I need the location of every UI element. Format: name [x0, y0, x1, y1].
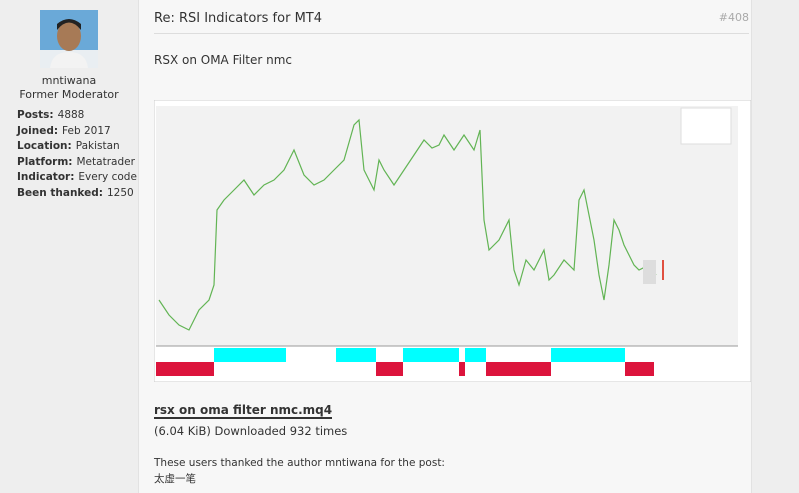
rank: Former Moderator [19, 88, 119, 101]
stat-value: 1250 [106, 186, 134, 199]
stat-value: Metatrader [76, 155, 135, 168]
stat-value: Every code [78, 171, 137, 183]
post: Re: RSI Indicators for MT4 #408 RSX on O… [138, 0, 752, 493]
post-number[interactable]: #408 [718, 11, 749, 24]
stat-label: Platform: [17, 155, 73, 168]
stat-label: Been thanked: [17, 186, 103, 199]
stat-row: Platform: Metatrader [17, 156, 135, 168]
stat-label: Joined: [17, 124, 59, 137]
thanks-text: These users thanked the author mntiwana … [154, 457, 445, 469]
stat-label: Posts: [17, 109, 54, 121]
stat-row: Joined: Feb 2017 [17, 125, 111, 137]
chart-image[interactable] [154, 100, 751, 382]
stat-row: Location: Pakistan [17, 140, 120, 152]
post-body: RSX on OMA Filter nmc [154, 53, 292, 67]
avatar[interactable] [40, 10, 98, 68]
thanks-user[interactable]: 太虚一笔 [154, 473, 196, 485]
attachment-link[interactable]: rsx on oma filter nmc.mq4 [154, 403, 333, 419]
attachment-info: (6.04 KiB) Downloaded 932 times [154, 424, 348, 438]
username[interactable]: mntiwana [41, 74, 97, 87]
signal-bars [156, 348, 654, 376]
stat-value: Pakistan [75, 140, 120, 152]
stat-row: Been thanked: 1250 [17, 187, 134, 199]
profile: mntiwana Former Moderator Posts: 4888 Join… [0, 0, 138, 493]
stat-value: 4888 [57, 109, 85, 121]
stat-label: Location: [17, 140, 72, 152]
stat-row: Indicator: Every code [17, 171, 137, 183]
stat-row: Posts: 4888 [17, 109, 84, 121]
divider [154, 33, 749, 34]
stat-value: Feb 2017 [62, 124, 111, 137]
stat-label: Indicator: [17, 171, 75, 183]
post-title[interactable]: Re: RSI Indicators for MT4 [154, 11, 322, 26]
